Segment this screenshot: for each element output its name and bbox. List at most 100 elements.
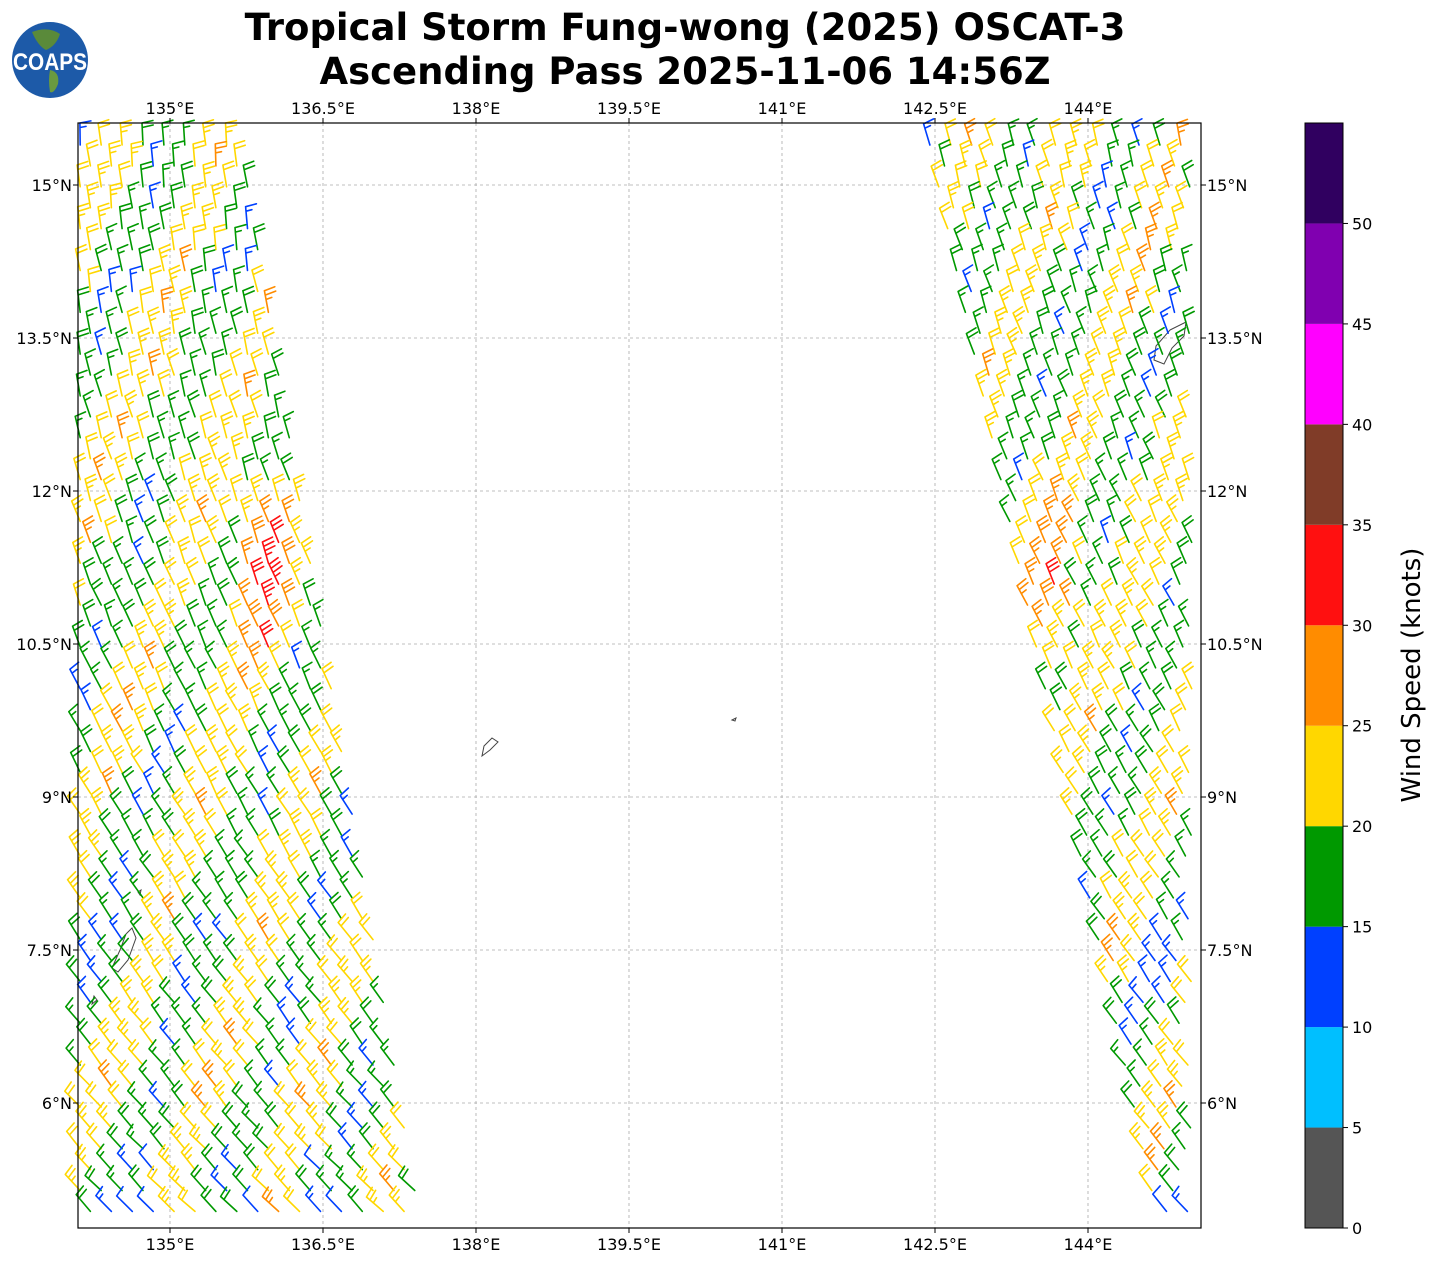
wind-barb bbox=[309, 640, 322, 669]
wind-barb bbox=[138, 244, 152, 272]
wind-barb bbox=[1172, 410, 1186, 439]
wind-barb bbox=[949, 243, 963, 272]
wind-barb bbox=[368, 1101, 384, 1129]
wind-barb bbox=[1159, 515, 1173, 544]
wind-barb bbox=[70, 494, 84, 523]
wind-barb bbox=[1030, 389, 1042, 418]
wind-barb bbox=[1101, 368, 1114, 397]
wind-barb bbox=[216, 745, 229, 774]
wind-barb bbox=[1053, 306, 1065, 334]
wind-barb bbox=[288, 682, 301, 711]
wind-barb bbox=[151, 870, 165, 899]
wind-barb bbox=[142, 807, 154, 836]
wind-barb bbox=[143, 640, 157, 669]
colorbar-segment bbox=[1305, 926, 1343, 1028]
wind-barb bbox=[1049, 180, 1063, 209]
wind-barb bbox=[1093, 598, 1107, 627]
wind-barb bbox=[994, 159, 1006, 188]
wind-barb bbox=[314, 1123, 332, 1150]
wind-barb bbox=[1180, 243, 1193, 272]
wind-barb bbox=[1055, 452, 1069, 481]
wind-barb bbox=[1172, 1038, 1189, 1066]
wind-barb bbox=[234, 223, 247, 251]
lat-tick-label-left: 10.5°N bbox=[16, 635, 72, 654]
wind-barb bbox=[104, 515, 117, 544]
wind-barb bbox=[102, 473, 116, 502]
wind-barb bbox=[96, 1101, 113, 1129]
wind-barb bbox=[1132, 327, 1146, 355]
wind-barb bbox=[192, 223, 206, 251]
wind-barb bbox=[140, 975, 154, 1004]
wind-barb bbox=[1148, 766, 1163, 794]
colorbar-segment bbox=[1305, 123, 1343, 224]
wind-barb bbox=[1144, 850, 1159, 878]
wind-barb bbox=[161, 891, 175, 920]
wind-barb bbox=[1116, 954, 1130, 983]
wind-barb bbox=[1011, 389, 1024, 418]
wind-barb bbox=[211, 348, 225, 376]
wind-barb bbox=[1121, 368, 1133, 397]
wind-barb bbox=[127, 181, 140, 209]
wind-barb bbox=[250, 473, 264, 502]
wind-barb bbox=[157, 1185, 175, 1213]
wind-barb bbox=[179, 1101, 196, 1129]
wind-barb bbox=[178, 410, 190, 439]
wind-barb bbox=[188, 1123, 207, 1150]
wind-barb bbox=[119, 850, 134, 878]
wind-barb bbox=[86, 996, 102, 1024]
wind-barb bbox=[199, 369, 211, 397]
wind-barb bbox=[233, 829, 249, 857]
wind-barb bbox=[196, 494, 209, 523]
wind-barb bbox=[1024, 556, 1038, 585]
wind-barb bbox=[284, 1101, 301, 1129]
wind-barb bbox=[281, 536, 296, 564]
wind-barb bbox=[164, 473, 178, 502]
colorbar-segment bbox=[1305, 223, 1343, 324]
wind-barb bbox=[358, 1122, 374, 1150]
wind-barb bbox=[196, 661, 208, 690]
wind-barb bbox=[1029, 327, 1041, 355]
wind-barb bbox=[1125, 285, 1139, 314]
wind-barb bbox=[325, 1101, 343, 1129]
wind-barb bbox=[92, 452, 106, 481]
wind-barb bbox=[1152, 1185, 1168, 1213]
wind-barb bbox=[175, 494, 189, 523]
wind-barb bbox=[202, 933, 217, 962]
wind-barb bbox=[349, 975, 364, 1004]
wind-barb bbox=[190, 1080, 207, 1108]
lon-tick-label-top: 141°E bbox=[758, 99, 807, 118]
wind-barb bbox=[1125, 849, 1139, 878]
wind-barb bbox=[309, 849, 322, 878]
wind-barb bbox=[182, 119, 195, 146]
wind-barb bbox=[263, 1143, 280, 1171]
wind-barb bbox=[1035, 159, 1049, 188]
wind-barb bbox=[201, 1017, 217, 1045]
wind-barb bbox=[161, 119, 174, 146]
wind-barb bbox=[117, 1101, 134, 1129]
wind-barb bbox=[210, 1164, 228, 1192]
wind-barb bbox=[298, 745, 312, 774]
wind-barb bbox=[202, 119, 215, 146]
lat-tick-label-right: 13.5°N bbox=[1207, 329, 1263, 348]
wind-barb bbox=[991, 452, 1003, 481]
wind-barb bbox=[72, 578, 86, 606]
wind-barb bbox=[201, 286, 214, 314]
wind-barb bbox=[95, 1185, 113, 1213]
wind-barb bbox=[257, 703, 270, 732]
wind-barb bbox=[1106, 494, 1118, 523]
wind-barb bbox=[192, 1038, 207, 1066]
lon-tick-label-bottom: 142.5°E bbox=[903, 1235, 967, 1254]
wind-barb bbox=[261, 536, 276, 564]
wind-barb bbox=[1106, 201, 1118, 230]
colorbar-segment bbox=[1305, 725, 1343, 827]
wind-barb bbox=[357, 1080, 374, 1108]
wind-barb bbox=[243, 1143, 259, 1171]
wind-barb bbox=[268, 556, 283, 585]
wind-barb bbox=[297, 871, 312, 899]
wind-barb bbox=[1059, 787, 1073, 815]
wind-barb bbox=[337, 996, 353, 1024]
wind-barb bbox=[1177, 598, 1190, 627]
colorbar-tick-label: 30 bbox=[1352, 616, 1372, 635]
lat-tick-label-left: 15°N bbox=[32, 176, 72, 195]
wind-barb bbox=[184, 682, 196, 711]
